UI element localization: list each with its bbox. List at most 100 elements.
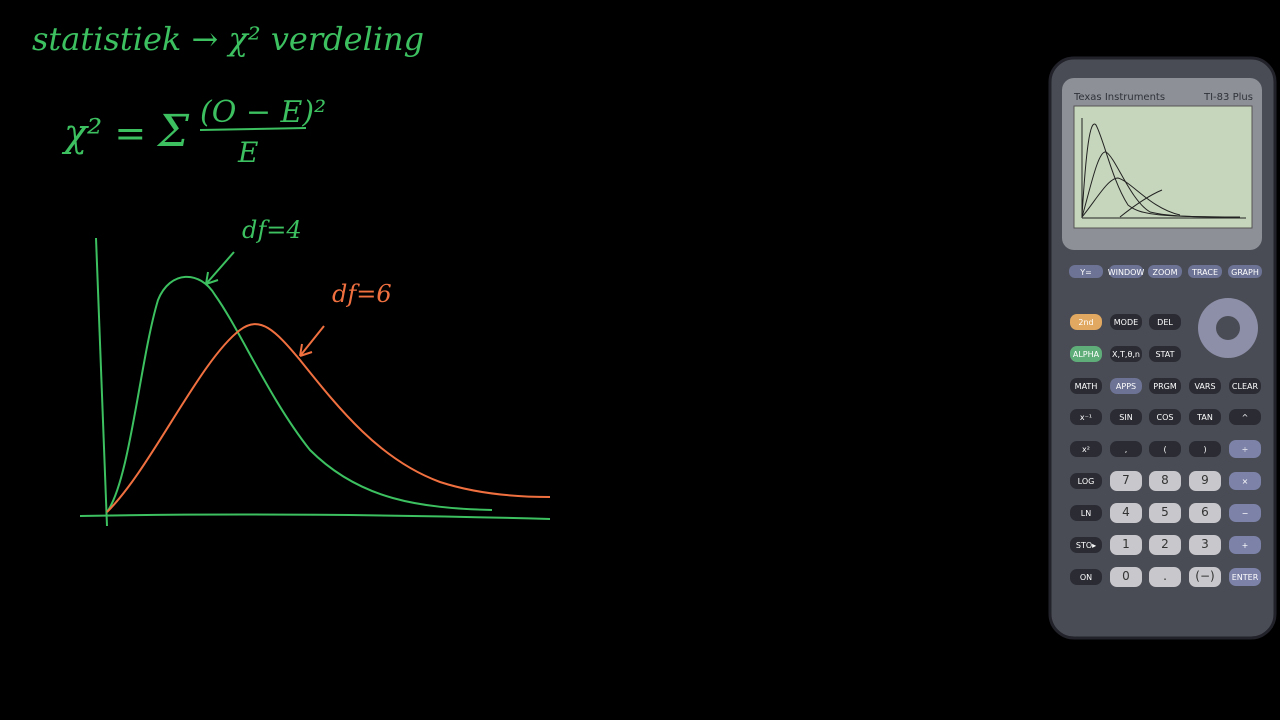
key (1149, 471, 1181, 491)
key (1110, 378, 1142, 394)
key (1110, 314, 1142, 330)
key (1149, 409, 1181, 425)
curve-df4 (106, 275, 493, 513)
function-key (1109, 265, 1143, 278)
key (1149, 346, 1181, 362)
key (1229, 568, 1261, 586)
curve-df6 (106, 323, 551, 513)
key (1229, 504, 1261, 522)
key-label: , (1125, 445, 1128, 454)
key (1189, 471, 1221, 491)
function-key-label: GRAPH (1231, 268, 1259, 277)
key-label: 2nd (1078, 318, 1093, 327)
curve-label: df=4 (242, 216, 302, 244)
key-label: STAT (1155, 350, 1174, 359)
key (1070, 409, 1102, 425)
key-label: x⁻¹ (1080, 413, 1092, 422)
key (1070, 378, 1102, 394)
screen-curve (1081, 123, 1241, 218)
key-label: 2 (1161, 537, 1169, 551)
key-label: COS (1157, 413, 1174, 422)
key (1189, 409, 1221, 425)
key-label: STO▸ (1076, 541, 1096, 550)
key-label: ÷ (1242, 445, 1249, 454)
key-label: 6 (1201, 505, 1209, 519)
key-label: TAN (1196, 413, 1213, 422)
function-key (1069, 265, 1103, 278)
key (1149, 314, 1181, 330)
key (1110, 441, 1142, 457)
key (1110, 346, 1142, 362)
key (1189, 503, 1221, 523)
key-label: ( (1163, 445, 1166, 454)
key (1149, 535, 1181, 555)
key (1189, 535, 1221, 555)
function-key-label: Y= (1079, 268, 1092, 277)
screen-curve (1081, 177, 1181, 218)
key (1229, 378, 1261, 394)
key-label: 9 (1201, 473, 1209, 487)
key (1229, 472, 1261, 490)
formula-sigma: Σ (156, 106, 190, 157)
key-label: 1 (1122, 537, 1130, 551)
key (1110, 535, 1142, 555)
direction-pad-center (1216, 316, 1240, 340)
key-label: ^ (1242, 413, 1249, 422)
key-label: MATH (1075, 382, 1098, 391)
key-label: APPS (1116, 382, 1136, 391)
key-label: 3 (1201, 537, 1209, 551)
key (1110, 471, 1142, 491)
key-label: SIN (1119, 413, 1132, 422)
key-label: 0 (1122, 569, 1130, 583)
key (1149, 441, 1181, 457)
function-key (1228, 265, 1262, 278)
key-label: CLEAR (1232, 382, 1259, 391)
key (1110, 409, 1142, 425)
key-label: LN (1081, 509, 1091, 518)
screen-axes (1081, 118, 1246, 219)
key-label: . (1163, 569, 1167, 583)
key-label: MODE (1114, 318, 1138, 327)
key-label: (−) (1195, 569, 1214, 583)
key (1149, 567, 1181, 587)
key-label: ) (1203, 445, 1206, 454)
key (1189, 378, 1221, 394)
screen (1073, 105, 1253, 229)
heading: statistiek → χ² verdeling (32, 20, 424, 58)
y-axis (95, 237, 108, 527)
key (1070, 314, 1102, 330)
key-label: ENTER (1232, 573, 1259, 582)
key (1070, 346, 1102, 362)
key (1229, 440, 1261, 458)
formula-numerator: (O − E)² (200, 95, 326, 130)
arrow-df6 (299, 325, 325, 357)
x-axis (79, 513, 551, 520)
key-label: 8 (1161, 473, 1169, 487)
key-label: + (1242, 541, 1249, 550)
key-label: LOG (1078, 477, 1095, 486)
curve-label: df=6 (332, 280, 392, 308)
screen-curve (1119, 189, 1163, 218)
function-key-label: TRACE (1191, 268, 1218, 277)
brand: Texas Instruments (1073, 92, 1165, 103)
key (1229, 409, 1261, 425)
key (1149, 503, 1181, 523)
key (1149, 378, 1181, 394)
key-label: PRGM (1153, 382, 1177, 391)
key-label: x² (1082, 445, 1090, 454)
model: TI-83 Plus (1203, 92, 1253, 103)
key-label: X,T,θ,n (1112, 350, 1140, 359)
key (1110, 503, 1142, 523)
key (1070, 473, 1102, 489)
function-key-label: WINDOW (1108, 268, 1145, 277)
key-label: 7 (1122, 473, 1130, 487)
key-label: 5 (1161, 505, 1169, 519)
key (1229, 536, 1261, 554)
key-label: − (1242, 509, 1249, 518)
key-label: DEL (1157, 318, 1173, 327)
key-label: ALPHA (1073, 350, 1100, 359)
formula-lhs: χ² = (61, 111, 146, 155)
key-label: ON (1080, 573, 1092, 582)
